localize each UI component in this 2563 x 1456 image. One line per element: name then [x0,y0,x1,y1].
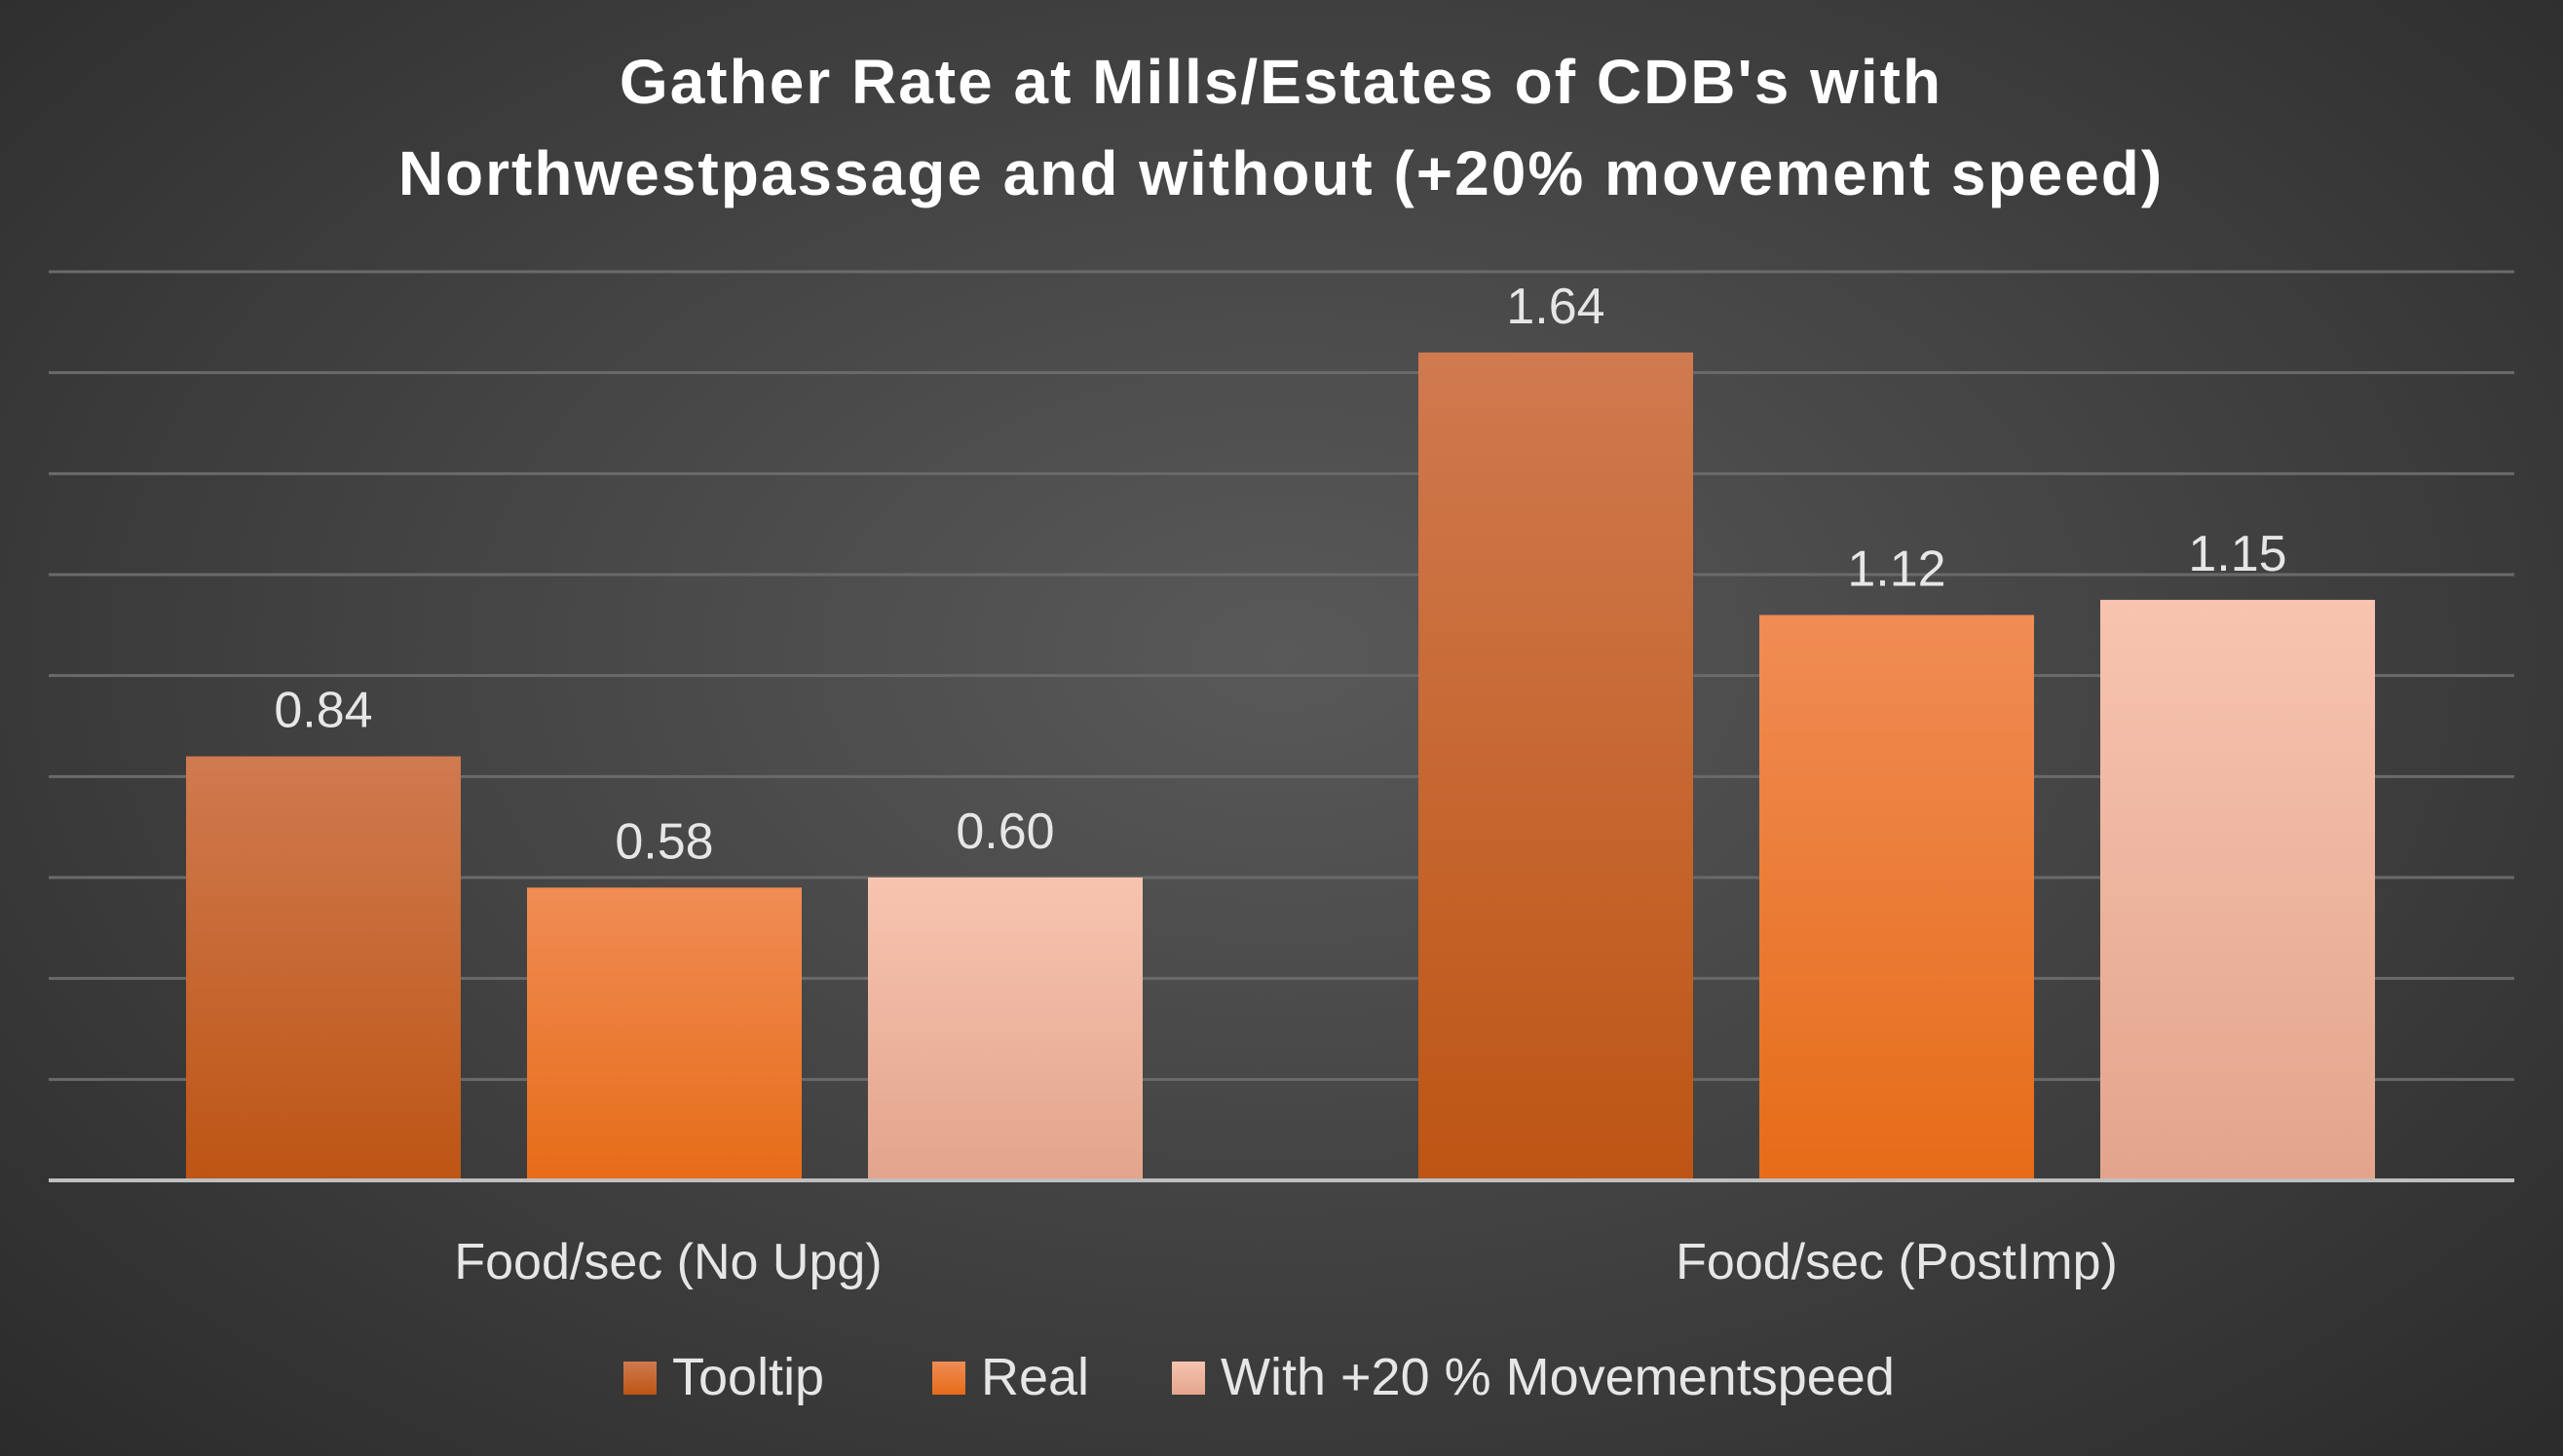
legend-swatch-real [932,1362,965,1395]
data-label: 0.84 [274,683,372,739]
bar-with-20-movementspeed-0 [868,877,1143,1180]
bar-real-0 [527,887,802,1180]
data-label: 0.58 [615,813,713,870]
bar-tooltip-1 [1418,352,1693,1180]
legend-label-movementspeed: With +20 % Movementspeed [1221,1348,1895,1406]
legend-label-tooltip: Tooltip [672,1348,824,1406]
chart-title-line-1: Gather Rate at Mills/Estates of CDB's wi… [620,47,1942,117]
data-label: 1.15 [2188,526,2286,582]
bar-real-1 [1759,615,2034,1180]
category-label-no-upg: Food/sec (No Upg) [454,1234,882,1290]
category-label-postimp: Food/sec (PostImp) [1676,1234,2118,1290]
legend-swatch-tooltip [623,1362,657,1395]
data-label: 1.64 [1506,279,1604,335]
bar-with-20-movementspeed-1 [2100,599,2375,1180]
data-label: 1.12 [1847,541,1945,597]
legend-swatch-movementspeed [1172,1362,1205,1395]
data-label: 0.60 [956,803,1054,860]
legend: Tooltip Real With +20 % Movementspeed [623,1348,1895,1406]
bar-tooltip-0 [186,756,461,1180]
chart-title-line-2: Northwestpassage and without (+20% movem… [398,138,2164,208]
legend-label-real: Real [981,1348,1089,1406]
